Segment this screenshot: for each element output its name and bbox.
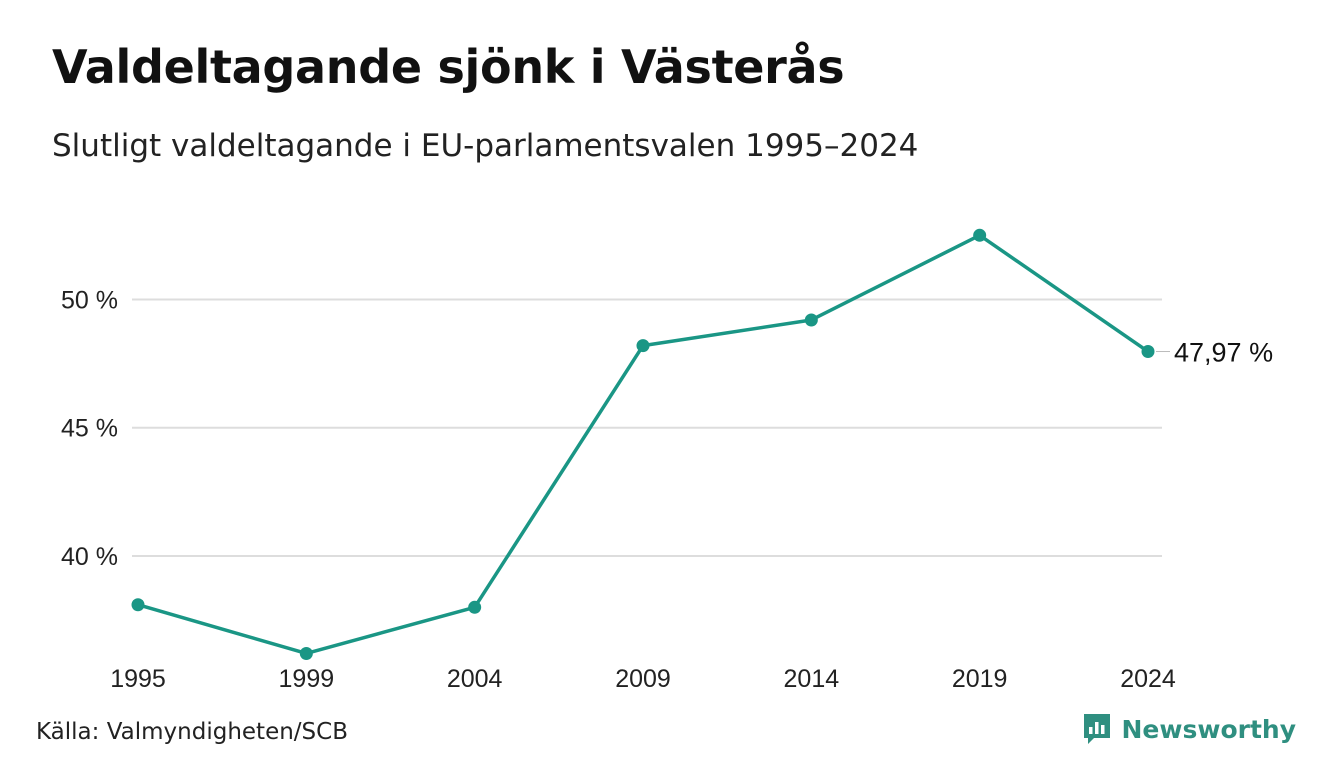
grid-lines bbox=[132, 298, 1162, 557]
data-point bbox=[973, 228, 987, 242]
data-point bbox=[468, 600, 482, 614]
x-tick-label: 2009 bbox=[615, 665, 671, 693]
y-tick-label: 50 % bbox=[61, 286, 118, 314]
y-tick-label: 40 % bbox=[61, 543, 118, 571]
y-axis-ticks: 40 % 45 % 50 % bbox=[61, 286, 118, 571]
data-point bbox=[299, 646, 313, 660]
data-point bbox=[804, 313, 818, 327]
brand-logo[interactable]: Newsworthy bbox=[1082, 712, 1297, 746]
newsworthy-logo-icon bbox=[1083, 714, 1110, 744]
x-tick-label: 2019 bbox=[952, 665, 1008, 693]
x-tick-label: 2024 bbox=[1120, 665, 1176, 693]
data-point bbox=[131, 598, 145, 612]
x-axis-ticks: 1995 1999 2004 2009 2014 2019 2024 bbox=[110, 665, 1176, 693]
y-tick-label: 45 % bbox=[61, 415, 118, 443]
data-point bbox=[1141, 345, 1155, 359]
x-tick-label: 2004 bbox=[447, 665, 503, 693]
source-note: Källa: Valmyndigheten/SCB bbox=[36, 719, 348, 745]
x-tick-label: 1995 bbox=[110, 665, 166, 693]
x-tick-label: 1999 bbox=[279, 665, 335, 693]
chart-title: Valdeltagande sjönk i Västerås bbox=[52, 40, 845, 94]
series-line bbox=[136, 233, 1150, 656]
data-points bbox=[131, 228, 1155, 660]
data-point bbox=[636, 339, 650, 353]
chart-subtitle: Slutligt valdeltagande i EU-parlamentsva… bbox=[52, 128, 919, 164]
x-tick-label: 2014 bbox=[784, 665, 840, 693]
brand-name: Newsworthy bbox=[1121, 714, 1297, 744]
end-value-label: 47,97 % bbox=[1174, 338, 1273, 368]
